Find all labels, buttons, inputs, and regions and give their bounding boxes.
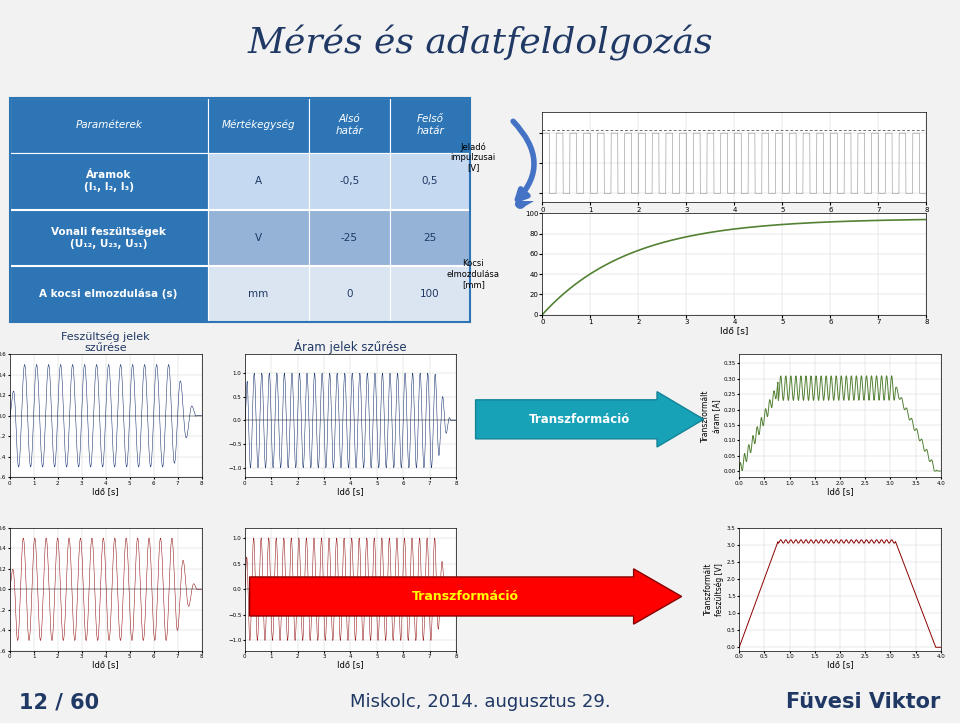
FancyArrowPatch shape [518, 194, 531, 205]
FancyArrow shape [475, 392, 704, 447]
FancyBboxPatch shape [207, 210, 309, 265]
Text: Kocsi
elmozdulása
[mm]: Kocsi elmozdulása [mm] [446, 259, 500, 289]
Text: Transzformáció: Transzformáció [529, 413, 630, 426]
FancyBboxPatch shape [309, 98, 390, 153]
Text: mm: mm [249, 289, 269, 299]
X-axis label: Idő [s]: Idő [s] [827, 661, 853, 669]
Text: V: V [254, 233, 262, 243]
FancyArrowPatch shape [514, 121, 534, 200]
X-axis label: Idő [s]: Idő [s] [92, 487, 119, 496]
Text: Mértékegység: Mértékegység [222, 120, 296, 130]
Text: 0: 0 [347, 289, 352, 299]
FancyBboxPatch shape [10, 266, 207, 322]
X-axis label: Idő [s]: Idő [s] [720, 214, 749, 223]
X-axis label: Idő [s]: Idő [s] [92, 661, 119, 669]
Text: 100: 100 [420, 289, 440, 299]
Text: -0,5: -0,5 [339, 176, 360, 187]
FancyBboxPatch shape [10, 210, 207, 265]
X-axis label: Idő [s]: Idő [s] [337, 487, 364, 496]
Text: Vonali feszültségek
(U₁₂, U₂₃, U₃₁): Vonali feszültségek (U₁₂, U₂₃, U₃₁) [51, 226, 166, 249]
Text: Transzformáció: Transzformáció [412, 590, 519, 603]
Text: -25: -25 [341, 233, 358, 243]
Text: Mérés és adatfeldolgozás: Mérés és adatfeldolgozás [248, 25, 712, 61]
Text: Miskolc, 2014. augusztus 29.: Miskolc, 2014. augusztus 29. [349, 693, 611, 711]
FancyBboxPatch shape [390, 98, 470, 153]
X-axis label: Idő [s]: Idő [s] [720, 326, 749, 335]
Text: Alsó
határ: Alsó határ [336, 114, 363, 136]
FancyBboxPatch shape [309, 210, 390, 265]
Title: Feszültség jelek
szűrése: Feszültség jelek szűrése [61, 331, 150, 354]
X-axis label: Idő [s]: Idő [s] [337, 661, 364, 669]
FancyBboxPatch shape [207, 266, 309, 322]
Text: 25: 25 [423, 233, 437, 243]
FancyBboxPatch shape [207, 153, 309, 209]
Text: 0,5: 0,5 [421, 176, 439, 187]
Y-axis label: Transzformált
feszültség [V]: Transzformált feszültség [V] [705, 562, 724, 616]
FancyBboxPatch shape [309, 266, 390, 322]
Text: Áramok
(I₁, I₂, I₃): Áramok (I₁, I₂, I₃) [84, 170, 133, 192]
X-axis label: Idő [s]: Idő [s] [827, 487, 853, 496]
Text: Jeladó
impulzusai
[V]: Jeladó impulzusai [V] [450, 142, 496, 172]
Text: Felső
határ: Felső határ [417, 114, 444, 136]
FancyBboxPatch shape [390, 153, 470, 209]
Text: A: A [254, 176, 262, 187]
FancyBboxPatch shape [390, 210, 470, 265]
FancyBboxPatch shape [207, 98, 309, 153]
Text: Füvesi Viktor: Füvesi Viktor [786, 692, 941, 712]
FancyArrow shape [250, 569, 682, 624]
Text: A kocsi elmozdulása (s): A kocsi elmozdulása (s) [39, 289, 178, 299]
FancyBboxPatch shape [10, 153, 207, 209]
Title: Áram jelek szűrése: Áram jelek szűrése [294, 340, 407, 354]
Y-axis label: Transzformált
áram [A]: Transzformált áram [A] [702, 390, 721, 442]
FancyBboxPatch shape [390, 266, 470, 322]
Text: 12 / 60: 12 / 60 [19, 692, 99, 712]
FancyBboxPatch shape [10, 98, 207, 153]
FancyBboxPatch shape [309, 153, 390, 209]
Text: Paraméterek: Paraméterek [75, 120, 142, 130]
